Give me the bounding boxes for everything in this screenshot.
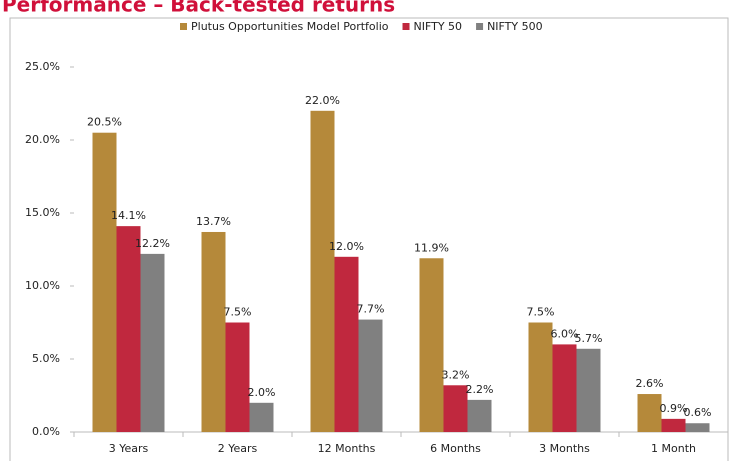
value-label: 12.2%	[135, 237, 170, 250]
chart-title: Performance – Back-tested returns	[2, 0, 395, 17]
value-label: 3.2%	[442, 368, 470, 381]
bar	[92, 132, 117, 432]
value-label: 2.6%	[636, 377, 664, 390]
legend-swatch	[180, 23, 187, 30]
value-label: 11.9%	[414, 241, 449, 254]
legend-swatch	[476, 23, 484, 30]
bar	[685, 423, 710, 432]
y-tick-label: 15.0%	[25, 206, 60, 219]
y-tick-label: 10.0%	[25, 279, 60, 292]
bar	[528, 322, 553, 432]
legend-label: NIFTY 500	[487, 20, 543, 33]
value-label: 0.9%	[660, 402, 688, 415]
value-label: 5.7%	[575, 332, 603, 345]
value-label: 22.0%	[305, 94, 340, 107]
bar	[443, 385, 468, 432]
x-tick-label: 3 Months	[539, 442, 590, 455]
bar	[116, 226, 141, 432]
bar	[552, 344, 577, 432]
y-tick-label: 25.0%	[25, 60, 60, 73]
bar	[140, 253, 165, 432]
bar	[637, 394, 662, 432]
value-label: 7.5%	[527, 306, 555, 319]
value-label: 7.7%	[357, 303, 385, 316]
y-tick-label: 0.0%	[32, 425, 60, 438]
value-label: 6.0%	[551, 327, 579, 340]
bar	[225, 322, 250, 432]
value-label: 2.0%	[248, 386, 276, 399]
legend-label: NIFTY 50	[414, 20, 463, 33]
bar	[249, 402, 274, 432]
value-label: 12.0%	[329, 240, 364, 253]
value-label: 0.6%	[684, 406, 712, 419]
value-label: 20.5%	[87, 116, 122, 129]
x-tick-label: 6 Months	[430, 442, 481, 455]
bar	[358, 319, 383, 432]
x-tick-label: 3 Years	[109, 442, 149, 455]
bar	[419, 258, 444, 432]
bar	[576, 348, 601, 432]
legend-label: Plutus Opportunities Model Portfolio	[191, 20, 389, 33]
bar	[201, 231, 226, 432]
x-tick-label: 12 Months	[318, 442, 376, 455]
bar	[334, 256, 359, 432]
bar	[661, 418, 686, 432]
y-tick-label: 20.0%	[25, 133, 60, 146]
x-tick-label: 1 Month	[651, 442, 696, 455]
value-label: 13.7%	[196, 215, 231, 228]
y-tick-label: 5.0%	[32, 352, 60, 365]
bar	[467, 399, 492, 432]
x-tick-label: 2 Years	[218, 442, 258, 455]
legend-swatch	[402, 23, 410, 30]
value-label: 14.1%	[111, 209, 146, 222]
value-label: 7.5%	[224, 306, 252, 319]
bar	[310, 110, 335, 433]
value-label: 2.2%	[466, 383, 494, 396]
